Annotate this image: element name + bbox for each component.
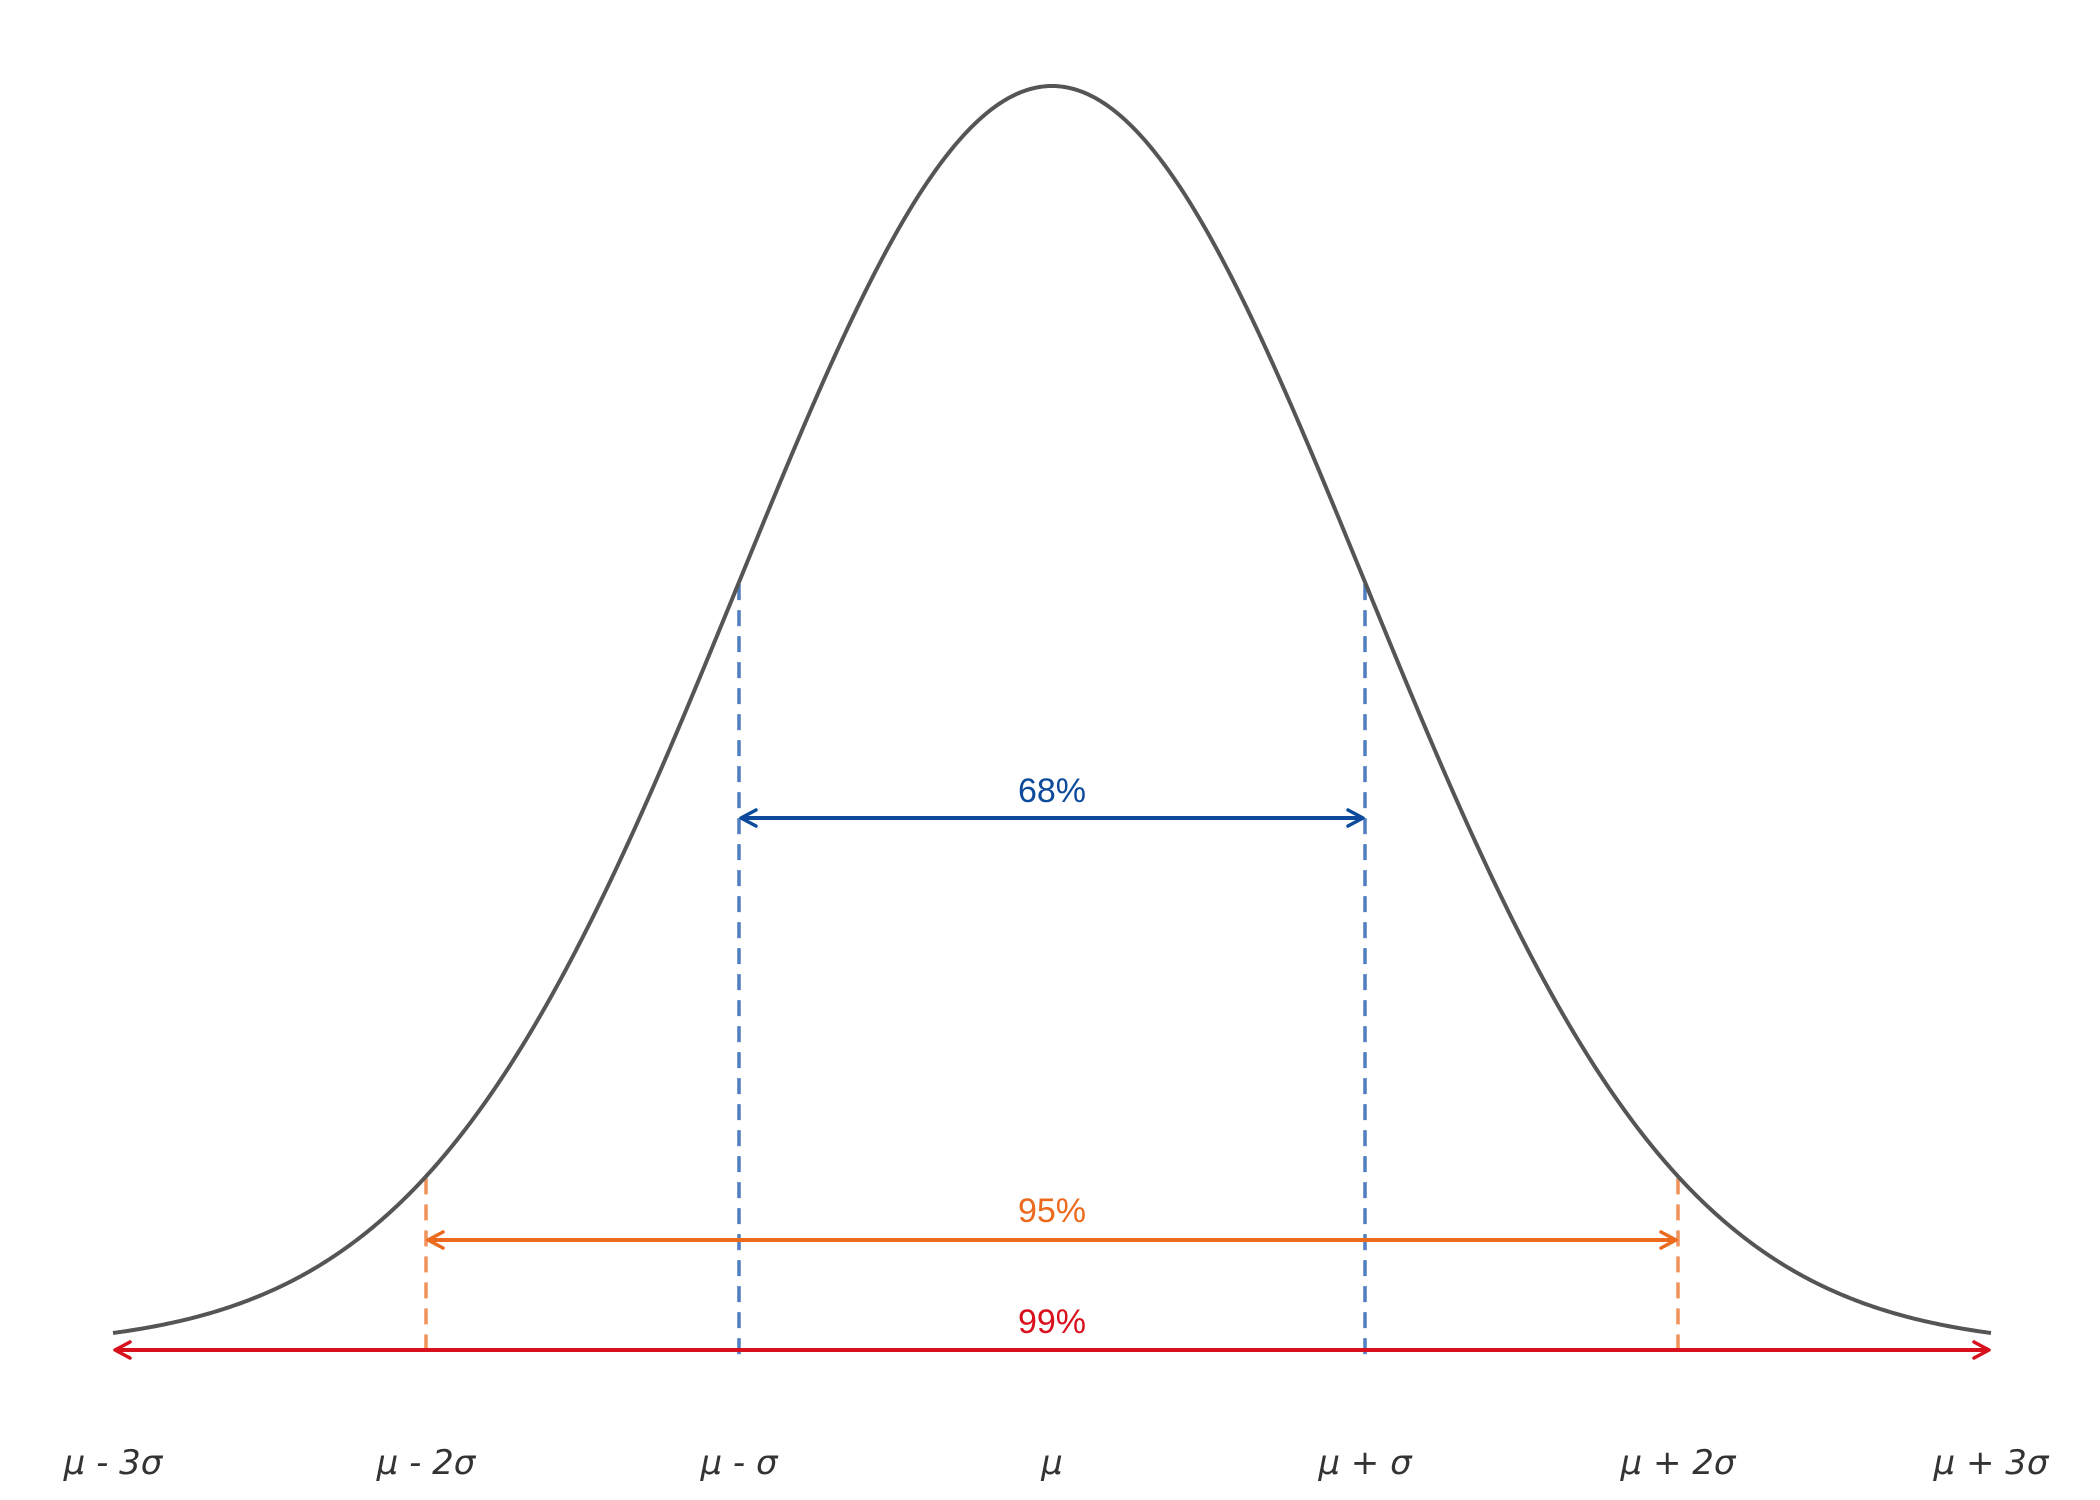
x-tick-label: μ - 3σ bbox=[63, 1443, 164, 1483]
x-tick-label: μ bbox=[1040, 1443, 1063, 1483]
interval-label-95: 95% bbox=[1018, 1192, 1086, 1230]
interval-label-68: 68% bbox=[1018, 772, 1086, 810]
bell-curve-line bbox=[112, 83, 1992, 1335]
interval-arrows: 68% 95% 99% bbox=[113, 772, 1991, 1360]
x-tick-label: μ - 2σ bbox=[376, 1443, 477, 1483]
x-tick-label: μ + 3σ bbox=[1933, 1443, 2050, 1483]
x-tick-label: μ + 2σ bbox=[1620, 1443, 1737, 1483]
x-axis-tick-labels: μ - 3σ μ - 2σ μ - σ μ μ + σ μ + 2σ μ + 3σ bbox=[63, 1443, 2050, 1483]
x-tick-label: μ - σ bbox=[699, 1443, 779, 1483]
sigma-guide-lines bbox=[424, 584, 1680, 1360]
interval-label-99: 99% bbox=[1018, 1303, 1086, 1341]
x-tick-label: μ + σ bbox=[1317, 1443, 1413, 1483]
